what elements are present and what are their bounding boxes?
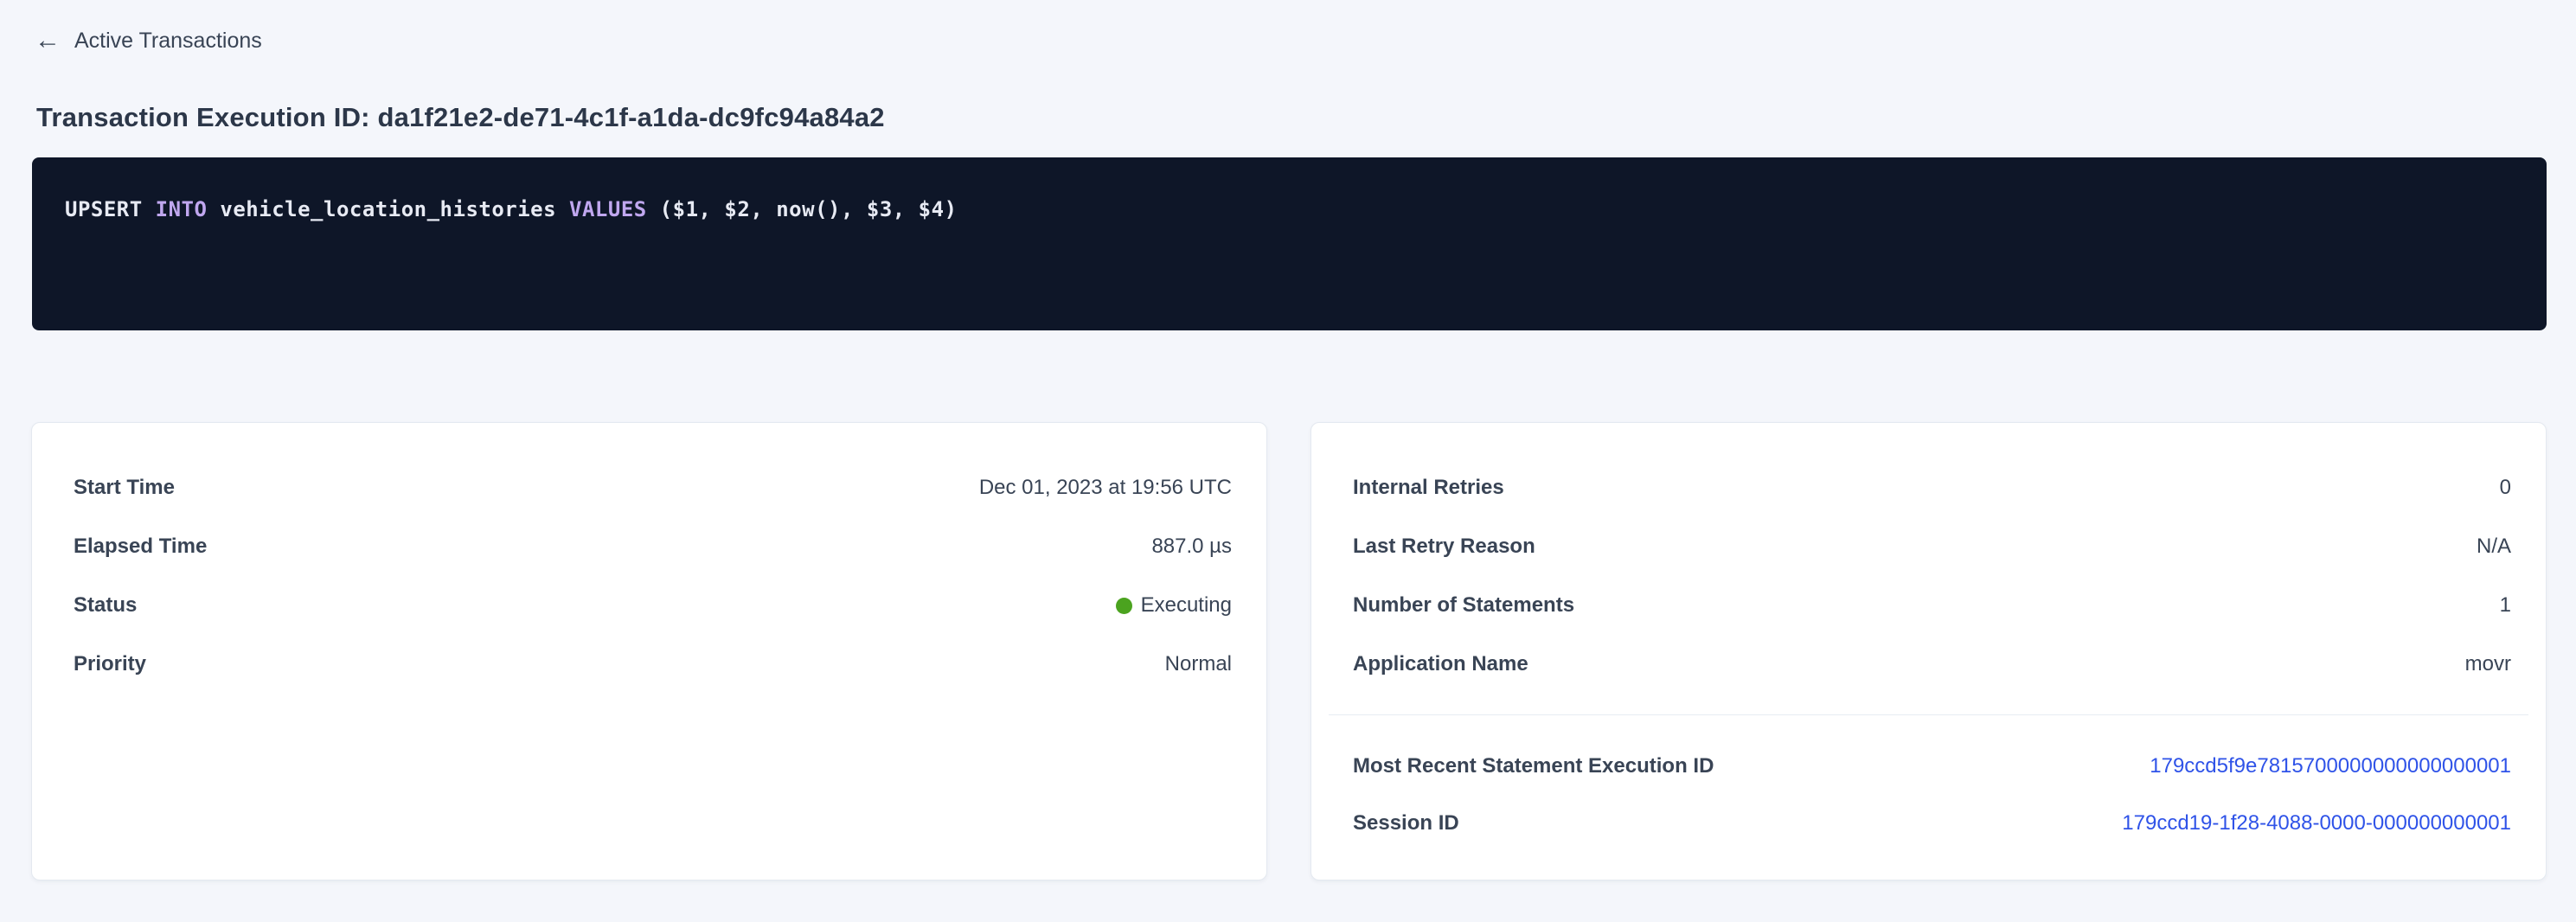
status-value: Executing xyxy=(1115,593,1232,618)
status-label: Status xyxy=(74,593,138,617)
statement-execution-id-link[interactable]: 179ccd5f9e7815700000000000000001 xyxy=(2150,754,2511,778)
internal-retries-label: Internal Retries xyxy=(1353,476,1504,499)
application-name-row: Application Name movr xyxy=(1353,635,2511,694)
elapsed-time-row: Elapsed Time 887.0 µs xyxy=(74,517,1232,576)
session-id-row: Session ID 179ccd19-1f28-4088-0000-00000… xyxy=(1353,795,2511,852)
application-name-label: Application Name xyxy=(1353,652,1528,675)
application-name-value: movr xyxy=(2464,652,2511,675)
priority-row: Priority Normal xyxy=(74,635,1232,694)
elapsed-time-label: Elapsed Time xyxy=(74,535,208,558)
card-divider xyxy=(1329,714,2528,715)
last-retry-reason-row: Last Retry Reason N/A xyxy=(1353,517,2511,576)
elapsed-time-value: 887.0 µs xyxy=(1151,535,1232,558)
start-time-row: Start Time Dec 01, 2023 at 19:56 UTC xyxy=(74,458,1232,517)
status-executing-dot-icon xyxy=(1115,597,1132,614)
number-of-statements-row: Number of Statements 1 xyxy=(1353,576,2511,635)
linked-ids-block: Most Recent Statement Execution ID 179cc… xyxy=(1353,738,2511,852)
internal-retries-value: 0 xyxy=(2499,476,2511,499)
sql-token: vehicle_location_histories xyxy=(207,197,570,221)
sql-statement-box: UPSERT INTO vehicle_location_histories V… xyxy=(32,157,2547,330)
number-of-statements-label: Number of Statements xyxy=(1353,593,1575,617)
page-title: Transaction Execution ID: da1f21e2-de71-… xyxy=(36,102,885,132)
status-text: Executing xyxy=(1140,593,1232,617)
sql-token: UPSERT xyxy=(65,197,156,221)
back-link[interactable]: ← Active Transactions xyxy=(35,28,262,54)
session-id-link[interactable]: 179ccd19-1f28-4088-0000-000000000001 xyxy=(2122,811,2511,835)
priority-label: Priority xyxy=(74,652,147,675)
start-time-label: Start Time xyxy=(74,476,175,499)
detail-cards-row: Start Time Dec 01, 2023 at 19:56 UTC Ela… xyxy=(31,422,2547,880)
transaction-summary-card: Start Time Dec 01, 2023 at 19:56 UTC Ela… xyxy=(31,422,1267,880)
statement-execution-id-row: Most Recent Statement Execution ID 179cc… xyxy=(1353,738,2511,795)
last-retry-reason-label: Last Retry Reason xyxy=(1353,535,1535,558)
back-arrow-icon: ← xyxy=(35,26,61,54)
internal-retries-row: Internal Retries 0 xyxy=(1353,458,2511,517)
sql-statement-text: UPSERT INTO vehicle_location_histories V… xyxy=(65,197,2512,221)
transaction-details-page: ← Active Transactions Transaction Execut… xyxy=(31,28,2547,880)
status-row: Status Executing xyxy=(74,576,1232,635)
priority-value: Normal xyxy=(1164,652,1232,675)
sql-token: ($1, $2, now(), $3, $4) xyxy=(646,197,958,221)
last-retry-reason-value: N/A xyxy=(2476,535,2511,558)
transaction-metadata-card: Internal Retries 0 Last Retry Reason N/A… xyxy=(1310,422,2547,880)
session-id-label: Session ID xyxy=(1353,811,1459,835)
sql-keyword-token: VALUES xyxy=(569,197,647,221)
start-time-value: Dec 01, 2023 at 19:56 UTC xyxy=(978,476,1232,499)
number-of-statements-value: 1 xyxy=(2499,593,2511,617)
statement-execution-id-label: Most Recent Statement Execution ID xyxy=(1353,754,1714,778)
back-link-label: Active Transactions xyxy=(74,28,262,53)
sql-keyword-token: INTO xyxy=(155,197,208,221)
